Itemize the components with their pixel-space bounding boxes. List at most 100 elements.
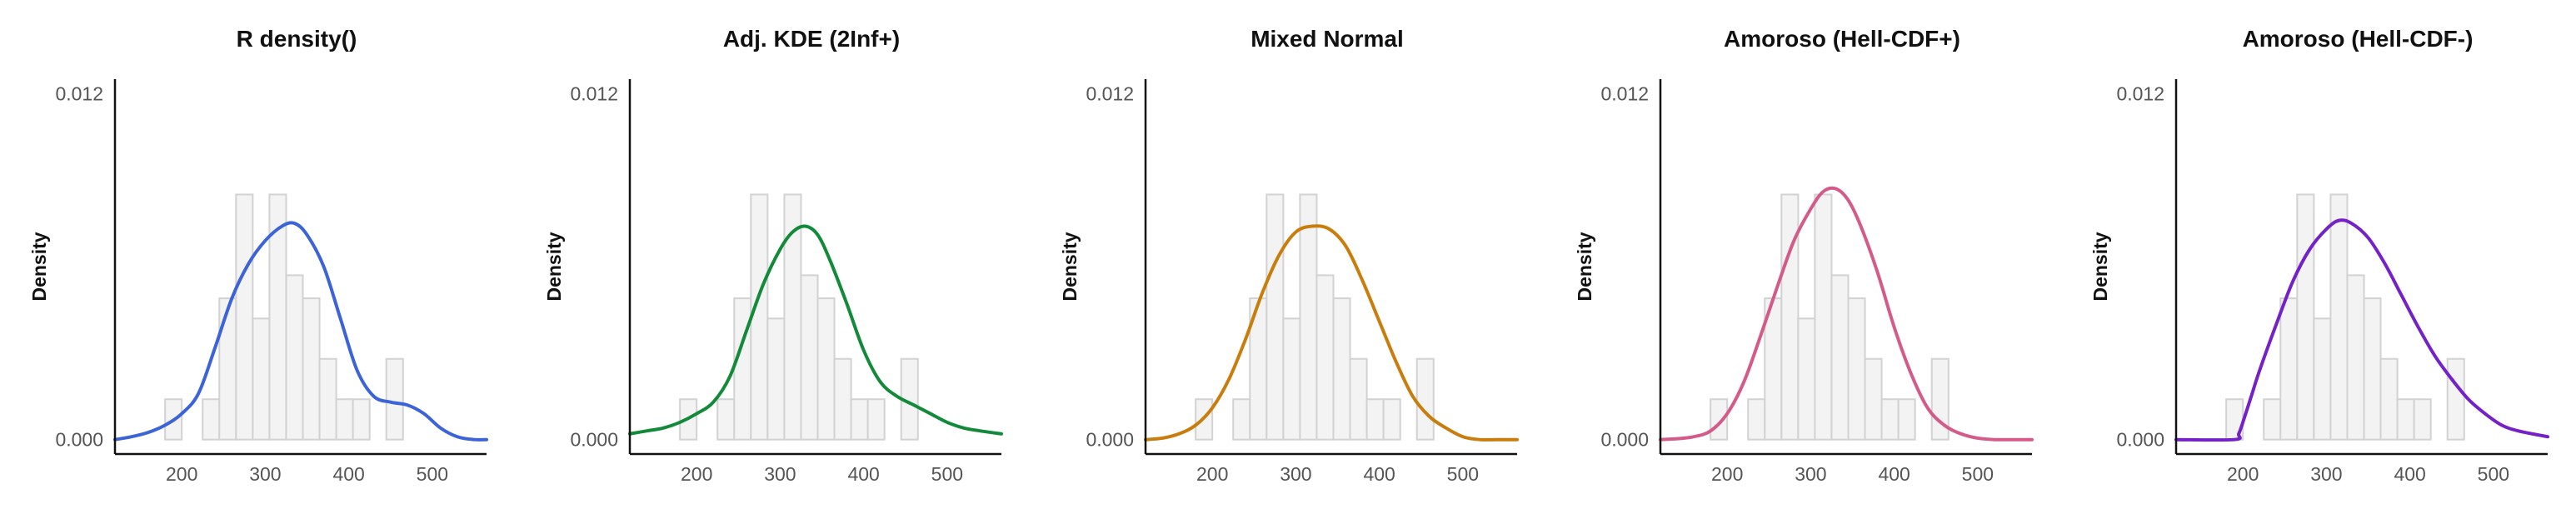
x-tick-label: 400 (1363, 463, 1395, 485)
histogram-bar (733, 297, 752, 441)
histogram-bar (285, 274, 304, 441)
histogram-bar (2396, 398, 2415, 441)
histogram-bar (816, 297, 836, 441)
y-tick-label: 0.012 (55, 82, 103, 104)
x-tick-label: 500 (931, 463, 963, 485)
x-tick-label: 500 (1962, 463, 1994, 485)
x-tick-label: 400 (2394, 463, 2425, 485)
y-axis-label: Density (1059, 232, 1081, 301)
y-tick-label: 0.012 (1086, 82, 1134, 104)
histogram-bar (800, 274, 819, 441)
histogram-bar (2296, 193, 2315, 441)
histogram-bar (1864, 357, 1883, 441)
x-tick-label: 400 (847, 463, 879, 485)
histogram-bar (1847, 297, 1866, 441)
histogram-bar (1415, 357, 1435, 441)
histogram-bar (1880, 398, 1900, 441)
x-tick-label: 400 (332, 463, 364, 485)
histogram-bar (1365, 398, 1385, 441)
histogram-bar (1830, 274, 1850, 441)
chart-panel-1: R density() 200 300 400 500 0.000 0.012 Density (28, 26, 488, 485)
y-tick-label: 0.000 (570, 429, 618, 451)
histogram-bar (235, 193, 254, 441)
histogram-bar (1299, 193, 1318, 441)
histogram-bar (1897, 398, 1916, 441)
x-tick-label: 300 (764, 463, 796, 485)
chart-title: Mixed Normal (1251, 26, 1404, 52)
y-axis-label: Density (28, 232, 50, 301)
y-axis-label: Density (543, 232, 565, 301)
x-tick-label: 300 (1280, 463, 1311, 485)
histogram-bar (1332, 297, 1351, 441)
histogram-bar (2379, 357, 2399, 441)
y-axis-label: Density (2089, 232, 2111, 301)
x-tick-label: 500 (1447, 463, 1479, 485)
x-tick-label: 300 (249, 463, 281, 485)
histogram-bar (218, 297, 237, 441)
chart-title: Amoroso (Hell-CDF+) (1724, 26, 1960, 52)
histogram-bar (750, 193, 769, 441)
histogram-bar (1349, 357, 1368, 441)
y-tick-label: 0.000 (2116, 429, 2164, 451)
y-tick-label: 0.012 (1600, 82, 1649, 104)
density-curve (2174, 218, 2549, 442)
histogram-bar (1814, 193, 1833, 441)
chart-panel-3: Mixed Normal 200 300 400 500 0.000 0.012 Densit… (1059, 26, 1519, 485)
x-tick-label: 200 (1711, 463, 1743, 485)
histogram-bar (252, 317, 271, 441)
histogram-bar (1780, 193, 1800, 441)
histogram-bar (318, 357, 337, 441)
chart-title: Amoroso (Hell-CDF-) (2243, 26, 2474, 52)
histogram-bar (1315, 274, 1335, 441)
chart-panel-4: Amoroso (Hell-CDF+) 200 300 400 500 0.000 0.01… (1574, 26, 2034, 485)
histogram-bar (850, 398, 869, 441)
histogram-bar (766, 317, 786, 441)
histogram-bar (1382, 398, 1401, 441)
histogram-bar (2263, 398, 2282, 441)
histogram-bar (2413, 398, 2432, 441)
density-curve (1144, 224, 1519, 442)
histogram-bar (302, 297, 321, 441)
histogram-bar (866, 398, 886, 441)
histogram-bar (2446, 357, 2465, 441)
histogram-bar (2329, 193, 2349, 441)
x-tick-label: 200 (166, 463, 197, 485)
density-curve (1659, 186, 2034, 442)
histogram-bar (2363, 297, 2382, 441)
y-tick-label: 0.000 (1600, 429, 1649, 451)
density-curve (628, 224, 1003, 436)
histogram-bar (716, 398, 736, 441)
chart-title: Adj. KDE (2Inf+) (723, 26, 900, 52)
x-tick-label: 200 (681, 463, 712, 485)
x-tick-label: 300 (1795, 463, 1826, 485)
x-tick-label: 300 (2310, 463, 2342, 485)
histogram-bar (1282, 317, 1301, 441)
histogram-bar (1266, 193, 1285, 441)
histogram-bar (833, 357, 852, 441)
density-curve (113, 221, 488, 442)
histogram-bar (202, 398, 221, 441)
histogram-bar (2346, 274, 2365, 441)
chart-panel-5: Amoroso (Hell-CDF-) 200 300 400 500 0.000 0.01… (2089, 26, 2549, 485)
x-tick-label: 500 (417, 463, 448, 485)
x-tick-label: 500 (2478, 463, 2509, 485)
y-tick-label: 0.000 (55, 429, 103, 451)
y-tick-label: 0.000 (1086, 429, 1134, 451)
x-tick-label: 200 (1196, 463, 1228, 485)
histogram-bar (1232, 398, 1251, 441)
histogram-bar (385, 357, 404, 441)
histogram-bar (2279, 297, 2299, 441)
histogram-bar (1797, 317, 1816, 441)
chart-panel-2: Adj. KDE (2Inf+) 200 300 400 500 0.000 0.012 De… (543, 26, 1003, 485)
x-tick-label: 400 (1878, 463, 1910, 485)
y-tick-label: 0.012 (2116, 82, 2164, 104)
histogram-bar (352, 398, 371, 441)
histogram-bar (268, 193, 287, 441)
histogram-bar (335, 398, 354, 441)
chart-title: R density() (237, 26, 357, 52)
x-tick-label: 200 (2227, 463, 2259, 485)
y-tick-label: 0.012 (570, 82, 618, 104)
histogram-bar (2313, 317, 2332, 441)
